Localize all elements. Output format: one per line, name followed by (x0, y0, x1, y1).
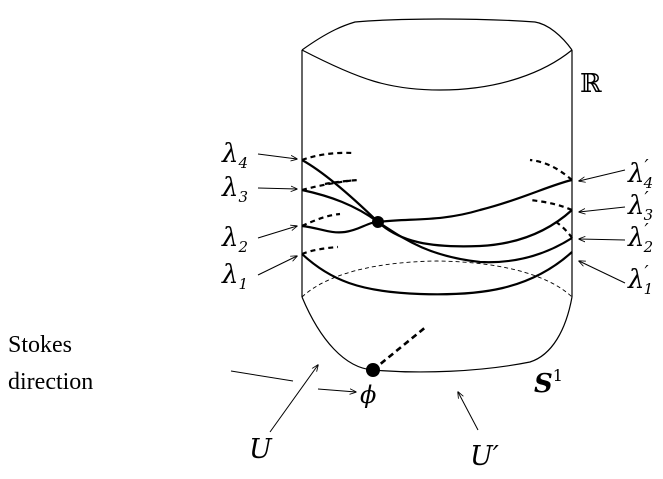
label-lambda3p: λ′ 3 (627, 188, 653, 224)
curve-lambda3 (301, 188, 573, 248)
sheet-curves (301, 159, 573, 296)
label-lambda4p: λ′ 4 (627, 156, 653, 192)
right-labels: λ′ 4 λ′ 3 λ′ 2 λ′ 1 (627, 156, 653, 298)
label-lambda1p: λ′ 1 (627, 262, 653, 298)
stub-left-1 (301, 245, 339, 256)
curve-lambda2 (301, 220, 573, 264)
label-Uprime: U′ (470, 441, 499, 472)
crossing-point (372, 216, 384, 228)
stub-right-3 (529, 198, 573, 212)
label-phi: ϕ (360, 381, 376, 409)
curve-lambda1 (301, 251, 573, 296)
dashed-sheet-stubs (301, 151, 573, 256)
arrow-lambda2 (257, 226, 297, 239)
stub-left-4 (301, 151, 353, 162)
arrow-phi (317, 389, 356, 392)
arrow-lambda4 (257, 153, 297, 159)
arrow-lambda4p (579, 169, 626, 181)
stokes-pointer-line (230, 370, 294, 382)
arrow-lambda1 (257, 256, 297, 276)
arrow-lambda1p (579, 261, 626, 284)
arrow-lambda3p (579, 206, 626, 212)
label-lambda2: λ2 (221, 223, 248, 256)
phi-point (366, 363, 380, 377)
label-circle: S1 (534, 366, 563, 399)
label-U: U (249, 434, 273, 465)
arrow-Uprime (458, 392, 479, 431)
label-lambda1: λ1 (221, 260, 248, 293)
stub-right-2 (555, 221, 573, 239)
cylinder-bottom-arc (301, 296, 573, 373)
arrow-lambda2p (579, 239, 626, 240)
curve-lambda4 (301, 159, 573, 224)
label-stokes-line1: Stokes (8, 332, 72, 358)
label-lambda2p: λ′ 2 (627, 220, 653, 256)
stub-left-3b (324, 178, 359, 186)
cylinder-top-front-arc (301, 18, 573, 51)
left-labels: λ4 λ3 λ2 λ1 (221, 139, 248, 293)
stub-right-4 (529, 158, 573, 181)
cylinder-bottom-hidden-arc (301, 260, 573, 298)
stokes-ray (372, 324, 428, 372)
label-stokes-line2: direction (8, 369, 93, 395)
arrow-U (269, 365, 318, 433)
label-arrows (230, 153, 626, 433)
label-lambda3: λ3 (221, 173, 248, 206)
cylinder-top-back-arc (301, 49, 573, 91)
label-reals: ℝ (580, 69, 602, 98)
label-lambda4: λ4 (221, 139, 248, 172)
cylinder (301, 18, 573, 373)
arrow-lambda3 (257, 188, 297, 189)
stub-left-2 (301, 212, 341, 227)
